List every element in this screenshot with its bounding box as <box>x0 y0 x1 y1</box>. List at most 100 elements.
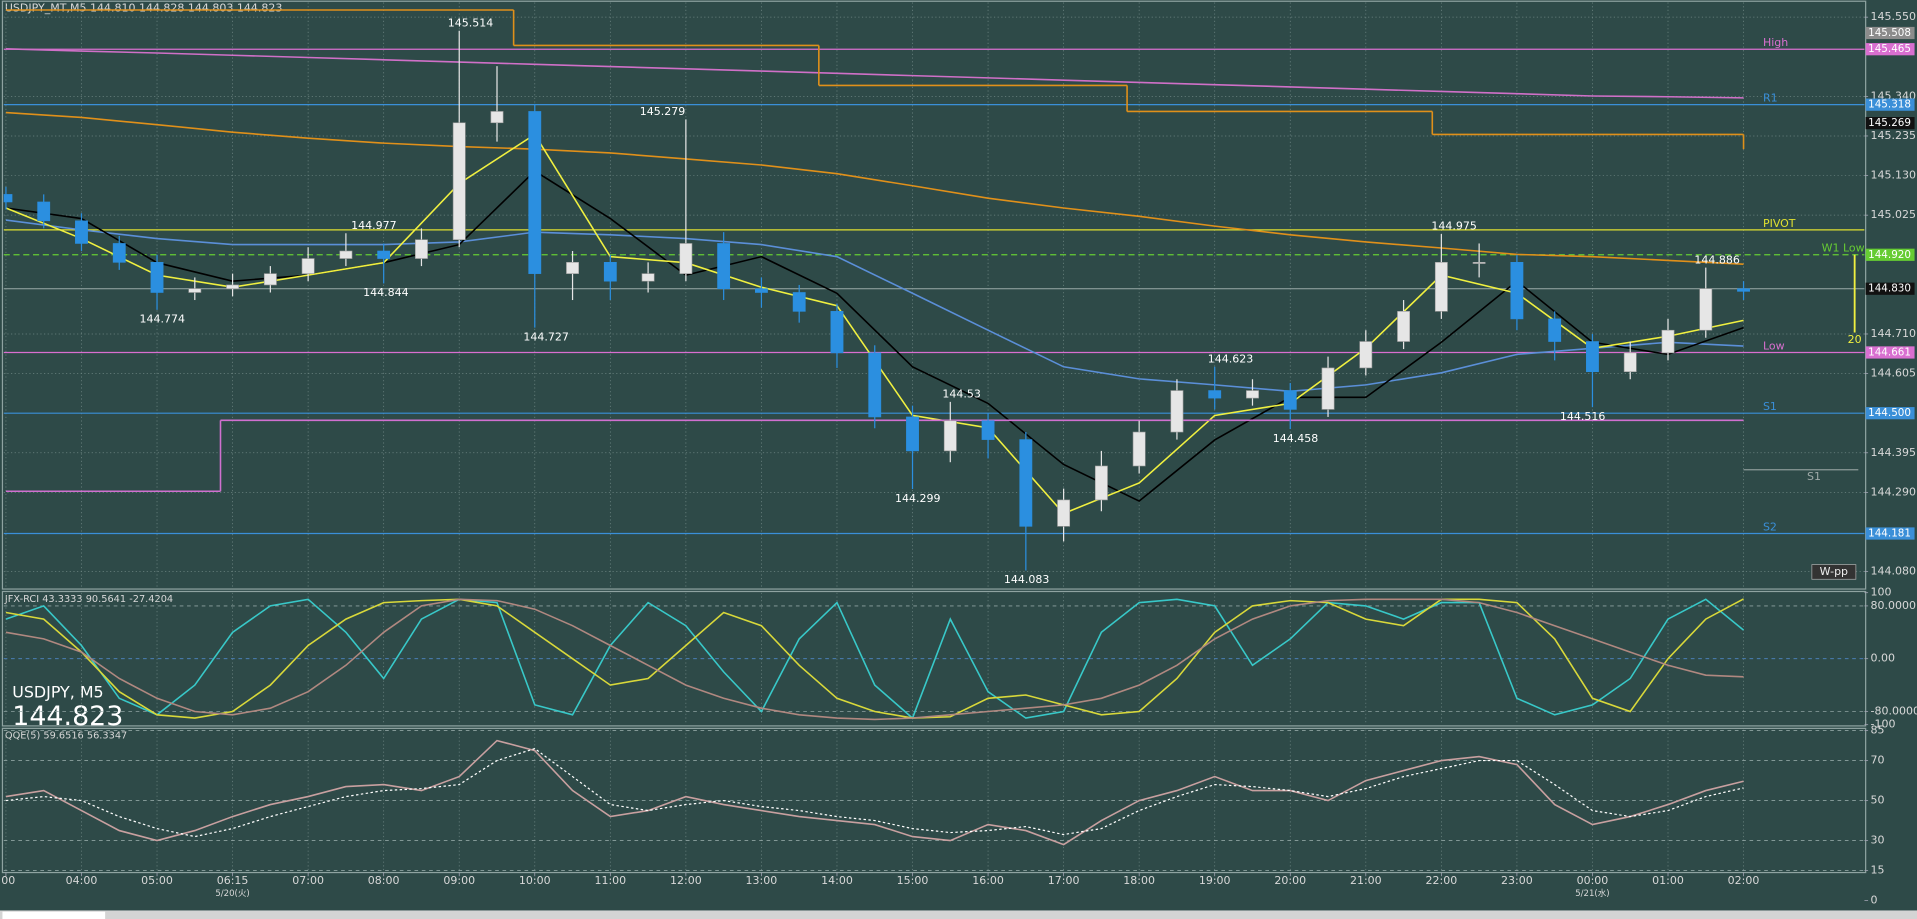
level-name: PIVOT <box>1763 217 1796 230</box>
y-tick-label: 144.080 <box>1871 565 1917 578</box>
gap-label: 20 <box>1848 333 1862 346</box>
x-tick-label: 20:00 <box>1274 874 1306 887</box>
rci-title: JFX-RCI 43.3333 90.5641 -27.4204 <box>4 594 173 605</box>
candle-body <box>1661 329 1675 354</box>
x-tick-label: 13:00 <box>746 874 778 887</box>
x-tick-label: 11:00 <box>594 874 626 887</box>
moving-average <box>5 111 1744 265</box>
candle-body <box>1699 288 1713 331</box>
x-tick-label: 19:00 <box>1199 874 1231 887</box>
candle-body <box>1283 390 1297 410</box>
level-name: High <box>1763 36 1788 49</box>
candle-body <box>1208 390 1222 399</box>
candle-body <box>415 239 428 259</box>
candle-body <box>1132 431 1146 467</box>
price-tag <box>1865 282 1915 295</box>
x-tick-label: 04:00 <box>66 874 98 887</box>
y-tick-label: 30 <box>1871 834 1885 847</box>
x-tick-label: 15:00 <box>897 874 929 887</box>
candle-body <box>830 311 844 354</box>
y-tick-label: 145.130 <box>1871 169 1917 182</box>
level-name: R1 <box>1763 92 1778 105</box>
y-tick-label: -100 <box>1871 718 1896 731</box>
y-tick-label: 144.290 <box>1871 485 1917 498</box>
low-label: 144.299 <box>895 492 941 505</box>
moving-average <box>5 219 1744 393</box>
y-tick-label: 0.00 <box>1871 652 1896 665</box>
price-tag-label: 144.181 <box>1868 528 1911 540</box>
high-label: 145.279 <box>640 105 686 118</box>
price-tag <box>1865 527 1915 540</box>
candle-body <box>868 352 882 418</box>
high-label: 144.975 <box>1431 220 1477 233</box>
x-tick-label: 21:00 <box>1350 874 1382 887</box>
high-label: 144.886 <box>1694 253 1740 266</box>
price-tag-label: 145.269 <box>1868 117 1911 129</box>
low-label: 144.516 <box>1560 410 1606 423</box>
y-tick-label: 144.395 <box>1871 446 1917 459</box>
tab[interactable] <box>2 911 106 919</box>
candle-body <box>1623 352 1637 373</box>
price-tag-label: 144.500 <box>1868 407 1911 419</box>
price-tag <box>1865 346 1915 359</box>
wpp-label: W-pp <box>1820 565 1848 578</box>
moving-average <box>5 48 1744 99</box>
candle-body <box>226 284 239 290</box>
symbol: USDJPY, M5 <box>12 682 103 701</box>
x-tick-label: 12:00 <box>670 874 702 887</box>
y-tick-label: 85 <box>1871 724 1885 737</box>
indicator-line <box>5 598 1745 720</box>
price-tag <box>1865 98 1915 111</box>
x-tick-label: 00:00 <box>1577 874 1609 887</box>
y-tick-label: 0 <box>1871 894 1878 907</box>
x-tick-label: 18:00 <box>1123 874 1155 887</box>
x-tick-label: 06:15 <box>217 874 249 887</box>
candle-body <box>981 420 995 440</box>
high-label: 144.977 <box>351 219 397 232</box>
candle-body <box>906 416 919 452</box>
candle-body <box>603 262 617 282</box>
candle-body <box>1094 465 1108 501</box>
indicator-line <box>5 739 1744 846</box>
indicator-line <box>5 598 1744 719</box>
candle-body <box>1170 390 1184 433</box>
x-tick-label: 10:00 <box>519 874 551 887</box>
low-label: 144.458 <box>1273 432 1319 445</box>
indicator-line <box>5 747 1744 838</box>
x-tick-label: 02:00 <box>1728 874 1760 887</box>
level-name: Low <box>1763 339 1785 352</box>
y-tick-label: 70 <box>1871 754 1885 767</box>
candle-body <box>717 243 731 290</box>
price-tag <box>1865 248 1915 261</box>
candle-body <box>112 243 126 263</box>
candle-body <box>641 273 655 282</box>
candle-body <box>679 243 693 274</box>
date-label: 5/21(水) <box>1575 887 1609 899</box>
price-tag <box>1865 26 1915 40</box>
candle-body <box>792 292 806 312</box>
price-tag-label: 145.318 <box>1868 99 1911 111</box>
candle-body <box>1019 439 1033 527</box>
tab-strip <box>0 910 1917 919</box>
wpp-box <box>1811 564 1857 580</box>
candle-body <box>566 262 579 274</box>
x-tick-label: 14:00 <box>821 874 853 887</box>
indicator-line <box>5 598 1744 721</box>
x-tick-label: 09:00 <box>443 874 475 887</box>
level-name: S1 <box>1763 400 1777 413</box>
y-tick-label: 50 <box>1871 794 1885 807</box>
y-tick-label: 144.605 <box>1871 367 1917 380</box>
y-tick-label: 144.710 <box>1871 327 1917 340</box>
low-label: 144.083 <box>1004 573 1050 586</box>
candle-body <box>528 111 542 274</box>
price-tag-label: 144.920 <box>1868 249 1911 261</box>
date-label: 5/20(火) <box>215 889 249 899</box>
pane <box>3 592 1865 725</box>
qqe-title: QQE(5) 59.6516 56.3347 <box>5 731 127 742</box>
y-tick-label: 145.025 <box>1871 208 1917 221</box>
candle-body <box>1510 262 1524 320</box>
